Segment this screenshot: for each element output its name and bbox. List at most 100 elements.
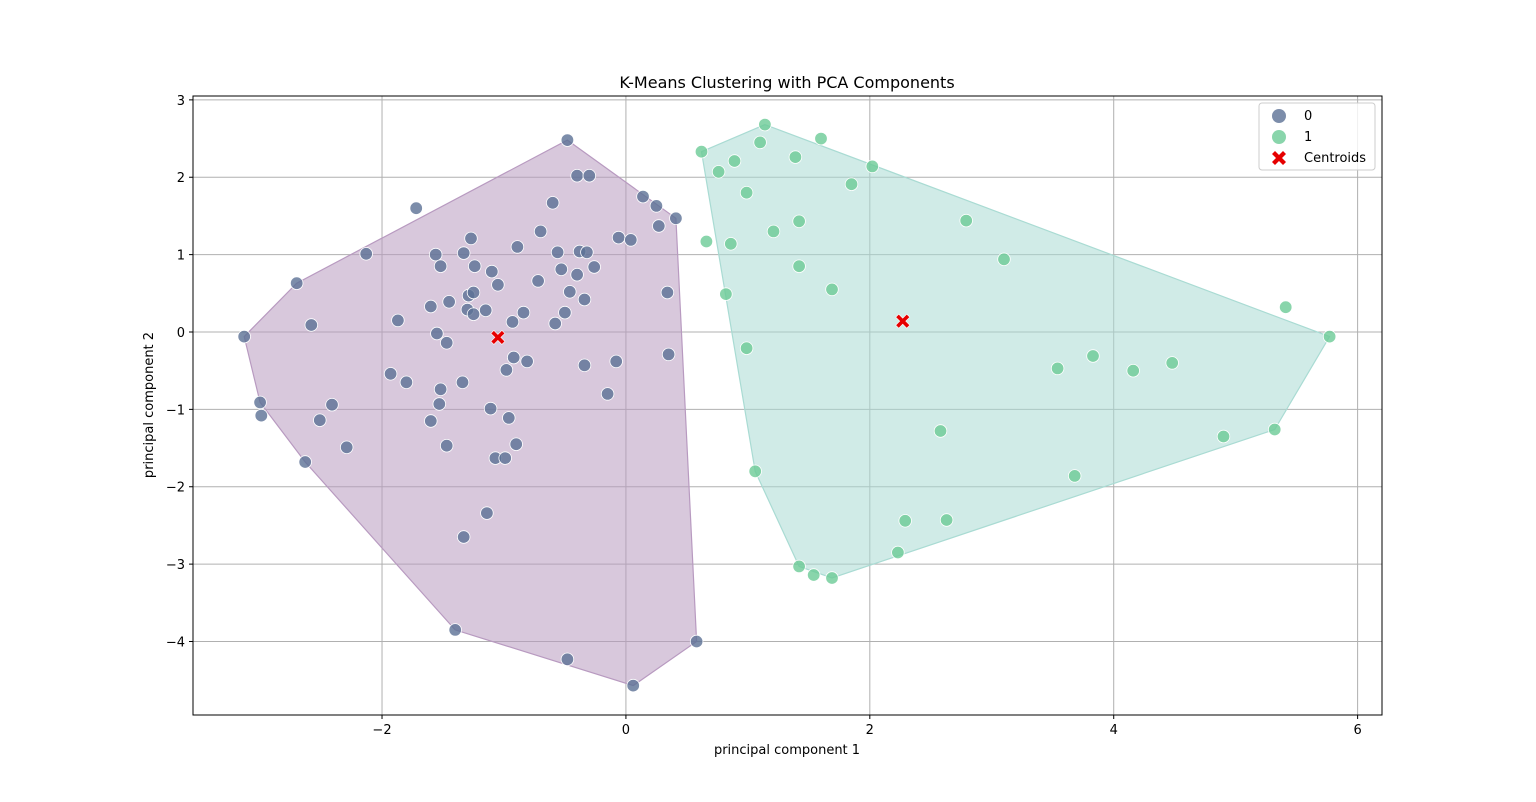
cluster-1-point [719,287,733,301]
cluster-1-point [1322,329,1337,344]
cluster-0-point [442,295,456,309]
cluster-1-point [1050,361,1065,376]
cluster-1-point [1267,422,1282,437]
cluster-1-point [939,513,954,527]
cluster-0-point [313,413,327,427]
cluster-1-hull [700,123,1331,579]
cluster-1-point [694,144,709,159]
cluster-1-point [739,185,754,200]
cluster-0-point [609,354,623,369]
cluster-0-point [577,358,592,373]
cluster-1-point [959,213,973,228]
cluster-0-point [237,329,251,344]
cluster-0-point [455,375,470,390]
chart-legend: 0 1 Centroids [1258,102,1376,171]
cluster-0-point [399,375,414,390]
cluster-0-point [479,303,493,318]
cluster-0-point [533,224,548,239]
cluster-0-point [430,326,444,341]
cluster-0-point [520,354,534,369]
cluster-1-point [898,514,912,528]
cluster-1-point [748,464,762,479]
centroid-marker [895,313,911,329]
cluster-1-point [825,282,839,297]
chart-title: K-Means Clustering with PCA Components [619,73,954,92]
cluster-1-point [814,131,828,146]
x-tick-label: 6 [1353,723,1361,738]
cluster-1-point [699,234,714,249]
cluster-0-point [298,455,312,469]
cluster-0-point [409,201,423,215]
axis-ticks: −2 0 2 4 6 −4 −3 −2 −1 0 1 2 3 [166,94,1362,738]
cluster-0-point [502,411,516,425]
cluster-0-point [383,367,398,381]
y-tick-label: −3 [166,558,185,573]
y-tick-label: 2 [177,171,185,186]
cluster-1-point [766,224,781,239]
cluster-0-point [340,440,354,455]
x-axis-label: principal component 1 [714,743,860,758]
cluster-1-point [1165,356,1179,370]
cluster-1-point [933,424,948,438]
cluster-0-point [510,240,525,254]
cluster-0-point [548,316,562,331]
y-tick-label: −1 [166,403,185,418]
cluster-0-point [507,350,521,365]
cluster-1-point [711,165,726,179]
legend-label-cluster-0: 0 [1304,109,1312,124]
cluster-0-point [432,397,447,411]
centroid-markers [490,313,911,345]
cluster-1-point [1278,300,1293,314]
cluster-1-point [891,545,905,560]
cluster-1-point [792,559,806,574]
cluster-0-point [424,299,438,314]
cluster-1-point [844,177,859,191]
cluster-0-hull [243,139,698,687]
cluster-1-point [792,259,806,273]
cluster-0-point [580,245,594,260]
legend-label-centroids: Centroids [1304,151,1366,166]
cluster-0-point [509,437,523,451]
centroid-marker [490,329,506,345]
cluster-1-point [724,237,738,251]
cluster-0-point [558,305,572,320]
cluster-0-point [457,246,471,260]
cluster-0-point [550,245,565,260]
y-tick-label: −4 [166,635,185,650]
cluster-0-point [429,247,443,262]
cluster-0-point [359,247,373,261]
plot-area-frame [192,95,1383,716]
cluster-0-point [570,168,584,183]
cluster-0-point [660,285,675,300]
cluster-0-point [464,231,478,246]
cluster-0-point [457,530,471,544]
cluster-0-point [433,382,448,397]
cluster-hulls [243,123,1331,687]
cluster-1-point [739,341,754,355]
legend-marker-cluster-0 [1272,109,1286,123]
cluster-0-point [587,260,601,274]
cluster-0-point [433,259,448,273]
cluster-0-point [661,347,676,362]
cluster-1-point [788,150,803,164]
y-tick-label: 0 [177,326,185,341]
cluster-1-point [727,154,742,168]
cluster-0-point [582,168,597,183]
cluster-1-point [807,568,821,582]
cluster-1-point [1126,364,1140,378]
x-tick-label: 0 [622,723,630,738]
cluster-0-point [652,219,666,233]
cluster-0-point [254,408,268,423]
cluster-0-point [468,259,482,273]
y-axis-label: principal component 2 [142,332,157,478]
cluster-0-point [626,678,640,693]
legend-marker-cluster-1 [1272,130,1286,144]
cluster-0-point [391,313,405,328]
cluster-1-point [1067,469,1082,483]
cluster-1-point [753,135,767,150]
cluster-1-point [1086,349,1100,363]
cluster-0-point [448,623,462,637]
cluster-0-point [689,634,704,649]
cluster-0-point [480,506,494,520]
